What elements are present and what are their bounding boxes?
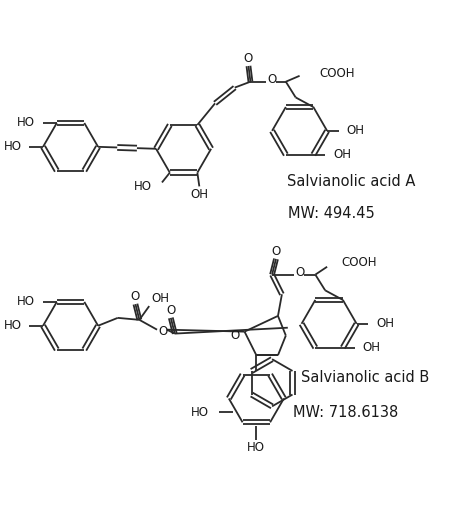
- Text: O: O: [295, 266, 304, 279]
- Text: O: O: [158, 325, 168, 338]
- Text: OH: OH: [363, 341, 381, 354]
- Text: HO: HO: [191, 406, 209, 419]
- Text: Salvianolic acid A: Salvianolic acid A: [286, 174, 415, 189]
- Text: OH: OH: [151, 292, 169, 305]
- Text: O: O: [272, 244, 281, 258]
- Text: HO: HO: [3, 140, 21, 154]
- Text: O: O: [230, 329, 239, 342]
- Text: OH: OH: [333, 148, 351, 161]
- Text: OH: OH: [191, 188, 209, 201]
- Text: MW: 718.6138: MW: 718.6138: [293, 405, 399, 420]
- Text: Salvianolic acid B: Salvianolic acid B: [301, 370, 429, 385]
- Text: O: O: [244, 52, 253, 65]
- Text: HO: HO: [134, 180, 152, 193]
- Text: COOH: COOH: [341, 257, 376, 269]
- Text: HO: HO: [17, 117, 35, 129]
- Text: HO: HO: [17, 295, 35, 309]
- Text: HO: HO: [247, 441, 265, 454]
- Text: MW: 494.45: MW: 494.45: [288, 206, 374, 221]
- Text: O: O: [131, 290, 140, 302]
- Text: O: O: [166, 304, 175, 317]
- Text: OH: OH: [347, 124, 365, 137]
- Text: OH: OH: [376, 317, 394, 330]
- Text: HO: HO: [3, 319, 21, 332]
- Text: O: O: [267, 73, 277, 86]
- Text: COOH: COOH: [319, 67, 355, 80]
